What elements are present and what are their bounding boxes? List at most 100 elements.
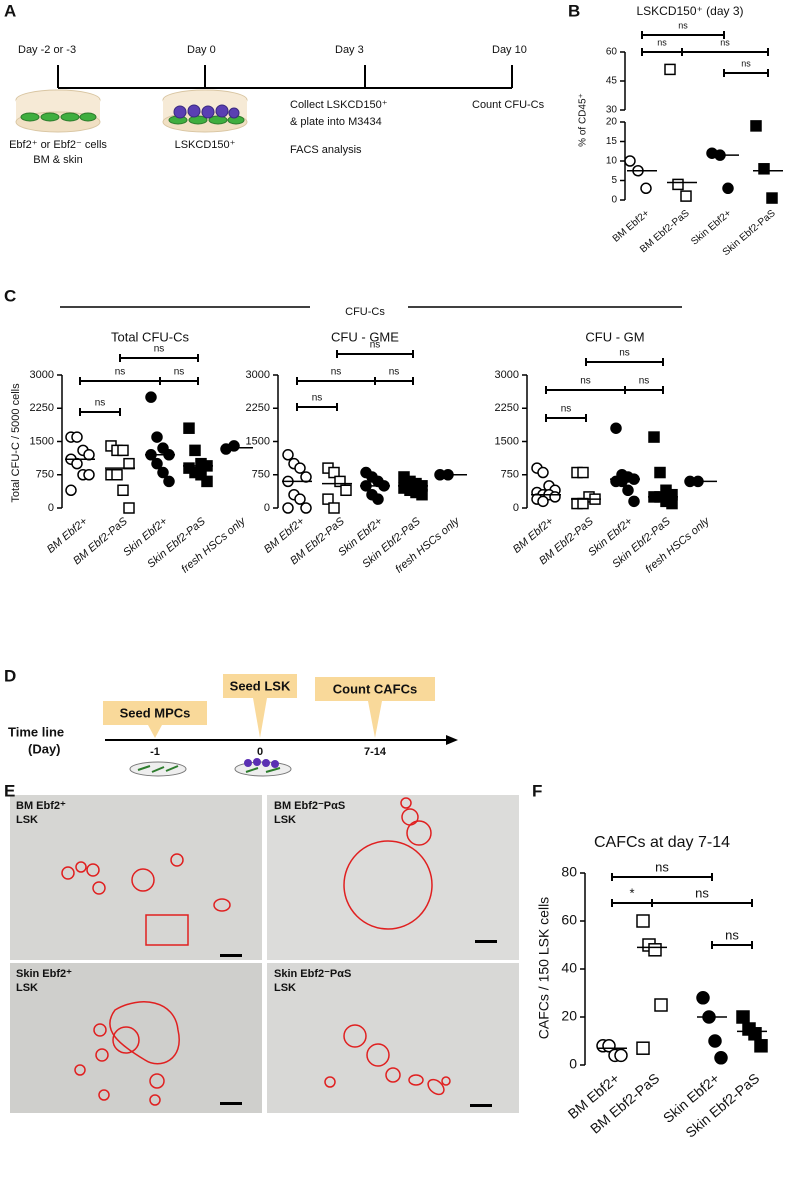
image-label: LSK [274, 814, 296, 826]
data-point [123, 457, 135, 470]
data-point [83, 469, 95, 481]
chart-title: LSKCD150⁺ (day 3) [636, 4, 743, 18]
data-point [151, 457, 163, 470]
y-tick-label: 1500 [246, 435, 270, 447]
data-point [300, 471, 312, 483]
data-point [654, 466, 666, 479]
image-label: LSK [274, 982, 296, 994]
significance-label: ns [312, 393, 323, 404]
y-tick-label: 40 [561, 960, 577, 976]
data-point [537, 466, 549, 479]
y-tick-label: 3000 [246, 369, 270, 381]
x-tick-label: BM Ebf2-PaS [587, 1070, 662, 1137]
data-point [577, 466, 589, 479]
data-point [201, 475, 213, 488]
significance-label: ns [619, 348, 630, 359]
chart-title: Total CFU-Cs [111, 329, 190, 344]
axis-label: (Day) [28, 741, 61, 756]
data-point [664, 63, 676, 76]
data-point [750, 120, 762, 132]
y-tick-label: 30 [606, 105, 618, 116]
data-point [640, 182, 652, 195]
data-point [334, 475, 346, 488]
axis-label: Time line [8, 724, 64, 739]
panel-label: F [532, 781, 542, 800]
day-label: -1 [150, 746, 160, 758]
y-tick-label: 80 [561, 864, 577, 880]
data-point [300, 502, 312, 514]
step-label: & plate into M3434 [290, 116, 382, 128]
panel-label: A [4, 1, 16, 20]
step-label: Count CAFCs [333, 681, 418, 696]
significance-label: ns [331, 367, 342, 378]
significance-label: ns [657, 37, 667, 47]
step-label: Seed MPCs [120, 705, 191, 720]
significance-label: ns [725, 927, 739, 942]
chart-title: CFU - GM [585, 329, 644, 344]
image-label: Skin Ebf2⁻PαS [274, 968, 351, 980]
y-tick-label: 0 [513, 502, 519, 514]
data-point [537, 495, 549, 508]
data-point [151, 431, 163, 443]
step-label: Seed LSK [230, 678, 291, 693]
y-tick-label: 2250 [246, 402, 270, 414]
significance-label: * [629, 885, 634, 900]
data-point [157, 466, 169, 479]
image-label: BM Ebf2⁺ [16, 800, 66, 812]
data-point [117, 484, 129, 497]
x-tick-label: fresh HSCs only [393, 514, 463, 575]
day-label: Day 3 [335, 44, 364, 56]
y-tick-label: 750 [36, 469, 54, 481]
micrograph-labels: BM Ebf2⁺ LSK BM Ebf2⁻PαS LSK Skin Ebf2⁺ … [16, 800, 351, 994]
data-point [111, 469, 123, 481]
data-point [65, 484, 77, 497]
y-tick-label: 10 [606, 156, 618, 167]
step-label: Count CFU-Cs [472, 99, 545, 111]
significance-label: ns [370, 340, 381, 351]
y-tick-label: 0 [48, 502, 54, 514]
data-point [163, 475, 175, 488]
data-point [294, 462, 306, 474]
data-point [654, 998, 668, 1012]
data-point [736, 1010, 750, 1024]
significance-label: ns [695, 885, 709, 900]
cells-label: BM & skin [33, 154, 83, 166]
day-label: 7-14 [364, 746, 387, 758]
data-point [416, 488, 428, 501]
y-tick-label: 0 [611, 195, 617, 206]
data-point [754, 1039, 768, 1053]
y-tick-label: 3000 [495, 369, 519, 381]
y-tick-label: 20 [561, 1008, 577, 1024]
data-point [714, 1051, 728, 1065]
data-point [696, 991, 710, 1005]
cells-label: Ebf2⁺ or Ebf2⁻ cells [9, 139, 107, 151]
cells-label: LSKCD150⁺ [175, 139, 236, 151]
y-tick-label: 750 [501, 469, 519, 481]
data-point [195, 469, 207, 481]
data-point [372, 493, 384, 505]
panel-a-text: Day -2 or -3 Day 0 Day 3 Day 10 Ebf2⁺ or… [9, 44, 545, 166]
image-label: Skin Ebf2⁺ [16, 968, 72, 980]
image-label: BM Ebf2⁻PαS [274, 800, 345, 812]
y-tick-label: 45 [606, 76, 618, 87]
day-label: Day 10 [492, 44, 527, 56]
significance-label: ns [154, 344, 165, 355]
y-tick-label: 0 [569, 1056, 577, 1072]
significance-label: ns [678, 20, 688, 30]
data-point [758, 163, 770, 175]
significance-label: ns [639, 376, 650, 387]
data-point [680, 190, 692, 202]
significance-label: ns [115, 367, 126, 378]
data-point [228, 440, 240, 452]
y-axis-label: CAFCs / 150 LSK cells [536, 897, 552, 1039]
data-point [616, 475, 628, 488]
panel-label: C [4, 286, 16, 305]
data-point [722, 182, 734, 195]
micrographs [10, 795, 519, 1113]
panel-label: D [4, 666, 16, 685]
y-tick-label: 5 [611, 175, 617, 186]
y-tick-label: 2250 [495, 402, 519, 414]
y-tick-label: 20 [606, 117, 618, 128]
panel-d-diagram [103, 674, 458, 777]
y-tick-label: 750 [252, 469, 270, 481]
